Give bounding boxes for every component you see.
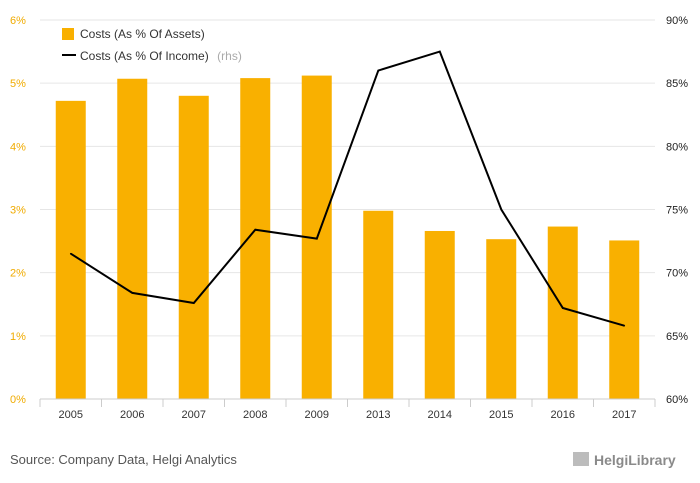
y-tick-label-right: 70%: [666, 268, 688, 280]
line-point-2014: [438, 50, 441, 53]
x-tick-label: 2013: [366, 409, 390, 421]
bar-2017: [609, 240, 640, 399]
axes: 0% 60% 1% 65% 2% 70% 3% 75% 4% 80% 5% 85% 6% 90% 2005 2…: [10, 15, 688, 421]
line-point-2006: [131, 292, 134, 294]
line-point-2017: [623, 324, 626, 327]
y-tick-label-left: 5%: [10, 78, 26, 90]
bar-2016: [547, 226, 578, 399]
brand-logo-icon: [573, 452, 589, 466]
y-tick-label-right: 85%: [666, 78, 688, 90]
bar-series: [55, 75, 640, 400]
y-tick-label-left: 0%: [10, 394, 26, 406]
brand-logo-text: HelgiLibrary: [594, 452, 676, 468]
brand-logo: HelgiLibrary: [573, 452, 676, 468]
bar-2014: [424, 230, 455, 399]
x-tick-label: 2007: [182, 409, 206, 421]
bar-2007: [178, 95, 209, 400]
bar-2006: [117, 78, 148, 400]
legend-swatch-bar: [62, 28, 74, 40]
line-point-2013: [377, 69, 380, 72]
legend-label-bar: Costs (As % Of Assets): [80, 27, 205, 41]
legend-rhs-suffix: (rhs): [217, 49, 242, 63]
bar-2013: [363, 210, 394, 399]
bar-2005: [55, 100, 86, 399]
line-point-2016: [561, 307, 564, 309]
x-tick-label: 2016: [551, 409, 575, 421]
y-tick-label-right: 90%: [666, 15, 688, 27]
y-tick-label-right: 75%: [666, 205, 688, 217]
x-tick-label: 2017: [612, 409, 636, 421]
y-tick-label-right: 60%: [666, 394, 688, 406]
line-point-2007: [192, 302, 195, 304]
y-tick-label-left: 6%: [10, 15, 26, 27]
bar-2015: [486, 239, 517, 399]
line-series: [69, 50, 626, 327]
income-ratio-line: [70, 50, 625, 327]
legend: Costs (As % Of Assets) Costs (As % Of In…: [62, 27, 242, 64]
x-tick-label: 2008: [243, 409, 267, 421]
y-tick-label-left: 1%: [10, 331, 26, 343]
y-tick-label-left: 4%: [10, 141, 26, 153]
legend-label-line-group: Costs (As % Of Income) (rhs): [80, 47, 242, 64]
y-tick-label-left: 2%: [10, 268, 26, 280]
line-point-2005: [69, 252, 72, 255]
line-point-2009: [315, 237, 318, 240]
bar-2008: [240, 78, 271, 399]
y-tick-label-left: 3%: [10, 205, 26, 217]
line-point-2015: [500, 208, 503, 211]
x-tick-label: 2005: [59, 409, 83, 421]
x-tick-label: 2009: [305, 409, 329, 421]
line-point-2008: [254, 228, 257, 231]
x-tick-label: 2015: [489, 409, 513, 421]
x-tick-label: 2006: [120, 409, 144, 421]
y-tick-label-right: 80%: [666, 141, 688, 153]
x-tick-label: 2014: [428, 409, 452, 421]
legend-label-line: Costs (As % Of Income): [80, 49, 209, 63]
y-tick-label-right: 65%: [666, 331, 688, 343]
source-note: Source: Company Data, Helgi Analytics: [10, 452, 237, 467]
